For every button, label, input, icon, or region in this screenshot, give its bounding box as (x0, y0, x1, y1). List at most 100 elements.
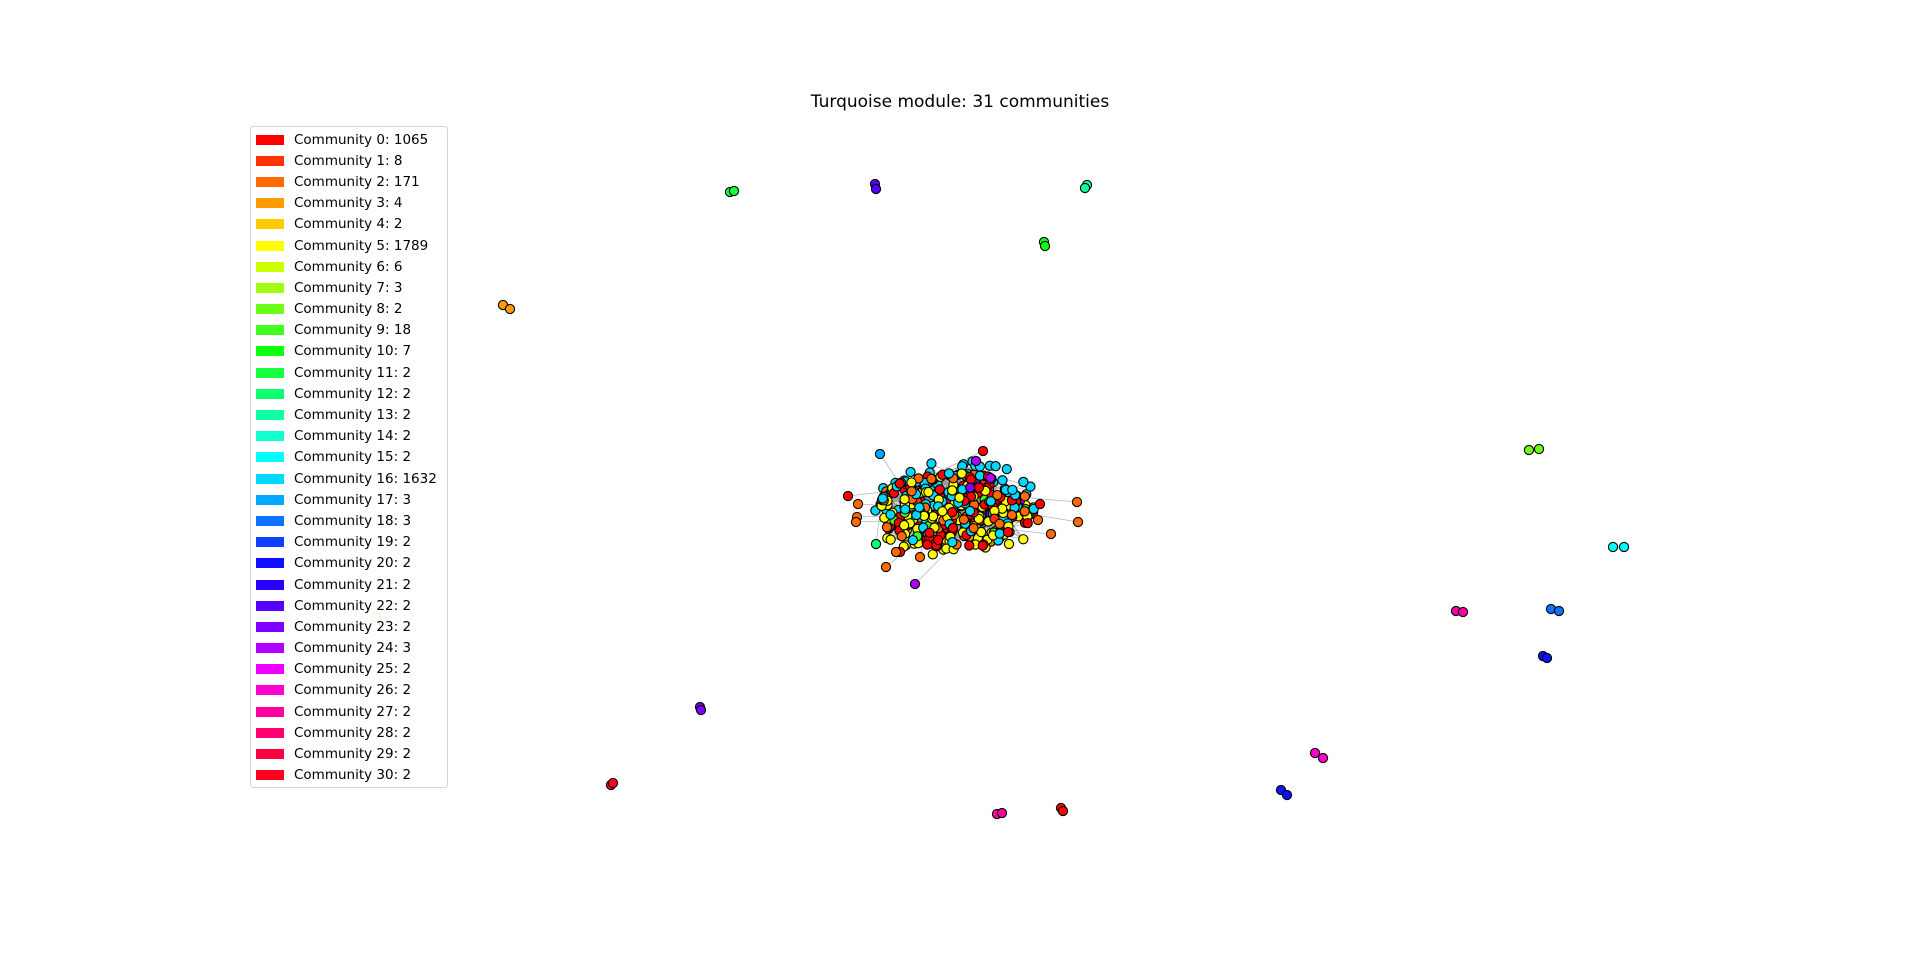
graph-node (695, 704, 707, 716)
legend-swatch (256, 431, 284, 442)
legend-label: Community 28: 2 (294, 724, 412, 741)
legend-swatch (256, 494, 284, 505)
graph-node (899, 520, 910, 531)
legend-entry: Community 24: 3 (251, 638, 447, 659)
graph-node (937, 506, 948, 517)
graph-node (885, 509, 896, 520)
graph-node (964, 505, 976, 517)
legend-swatch (256, 770, 284, 781)
graph-node (947, 522, 959, 534)
graph-node (850, 516, 862, 528)
legend-entry: Community 8: 2 (251, 299, 447, 320)
legend-label: Community 2: 171 (294, 173, 420, 190)
legend-label: Community 7: 3 (294, 279, 403, 296)
legend-swatch (256, 219, 284, 230)
legend-label: Community 22: 2 (294, 597, 412, 614)
legend-swatch (256, 515, 284, 526)
graph-node (870, 538, 882, 550)
graph-node (954, 492, 965, 503)
legend-entry: Community 12: 2 (251, 383, 447, 404)
graph-node (914, 551, 926, 563)
legend-entry: Community 4: 2 (251, 214, 447, 235)
legend-entry: Community 26: 2 (251, 680, 447, 701)
legend-entry: Community 15: 2 (251, 447, 447, 468)
graph-node (1607, 541, 1619, 553)
legend-swatch (256, 176, 284, 187)
graph-node (1541, 652, 1553, 664)
graph-node (947, 485, 958, 496)
graph-node (1001, 463, 1012, 475)
legend-swatch (256, 706, 284, 717)
legend-label: Community 6: 6 (294, 258, 403, 275)
graph-node (1006, 509, 1018, 521)
legend-label: Community 0: 1065 (294, 131, 429, 148)
legend-entry: Community 23: 2 (251, 616, 447, 637)
legend-entry: Community 22: 2 (251, 595, 447, 616)
legend-swatch (256, 643, 284, 654)
legend-entry: Community 11: 2 (251, 362, 447, 383)
graph-node (924, 527, 935, 538)
legend-swatch (256, 685, 284, 696)
graph-node (1019, 506, 1030, 517)
legend-entry: Community 28: 2 (251, 722, 447, 743)
legend-label: Community 27: 2 (294, 703, 412, 720)
legend-entry: Community 16: 1632 (251, 468, 447, 489)
graph-node (504, 303, 516, 315)
legend-swatch (256, 261, 284, 272)
graph-node (874, 448, 886, 460)
graph-node (934, 484, 945, 495)
node-layer (370, 178, 1630, 820)
graph-node (906, 486, 917, 497)
legend-entry: Community 2: 171 (251, 171, 447, 192)
legend-entry: Community 27: 2 (251, 701, 447, 722)
legend-label: Community 5: 1789 (294, 237, 429, 254)
legend-label: Community 30: 2 (294, 767, 412, 784)
graph-node (1022, 517, 1033, 529)
legend-swatch (256, 749, 284, 760)
graph-node (926, 458, 937, 469)
legend-swatch (256, 240, 284, 251)
graph-node (1019, 491, 1031, 502)
graph-node (992, 489, 1003, 501)
graph-node (907, 535, 919, 546)
graph-node (943, 468, 955, 479)
graph-node (947, 506, 958, 518)
legend-entry: Community 7: 3 (251, 277, 447, 298)
legend-label: Community 18: 3 (294, 512, 412, 529)
graph-node (842, 490, 854, 502)
legend-label: Community 12: 2 (294, 385, 412, 402)
graph-node (968, 523, 979, 534)
graph-node (899, 504, 911, 515)
legend-label: Community 10: 7 (294, 343, 412, 360)
graph-node (1457, 606, 1469, 618)
graph-node (1032, 514, 1044, 526)
graph-node (906, 477, 917, 488)
graph-node (914, 502, 925, 513)
graph-node (1002, 526, 1014, 538)
graph-node (923, 486, 934, 498)
graph-node (881, 522, 893, 533)
legend-swatch (256, 282, 284, 293)
graph-node (1523, 444, 1535, 456)
legend-label: Community 4: 2 (294, 216, 403, 233)
graph-node (926, 473, 937, 485)
graph-node (956, 468, 967, 479)
graph-node (1079, 182, 1091, 194)
graph-node (1039, 240, 1051, 252)
graph-node (970, 455, 982, 467)
legend-entry: Community 17: 3 (251, 489, 447, 510)
graph-node (852, 498, 864, 510)
graph-node (933, 534, 944, 546)
legend-label: Community 9: 18 (294, 322, 412, 339)
graph-title: Turquoise module: 31 communities (810, 92, 1110, 112)
graph-node (990, 460, 1001, 472)
legend-entry: Community 14: 2 (251, 426, 447, 447)
legend-entry: Community 3: 4 (251, 193, 447, 214)
legend-label: Community 13: 2 (294, 407, 412, 424)
graph-node (1045, 528, 1057, 540)
legend-entry: Community 19: 2 (251, 532, 447, 553)
graph-node (994, 528, 1005, 539)
legend-label: Community 14: 2 (294, 428, 412, 445)
legend-swatch (256, 600, 284, 611)
